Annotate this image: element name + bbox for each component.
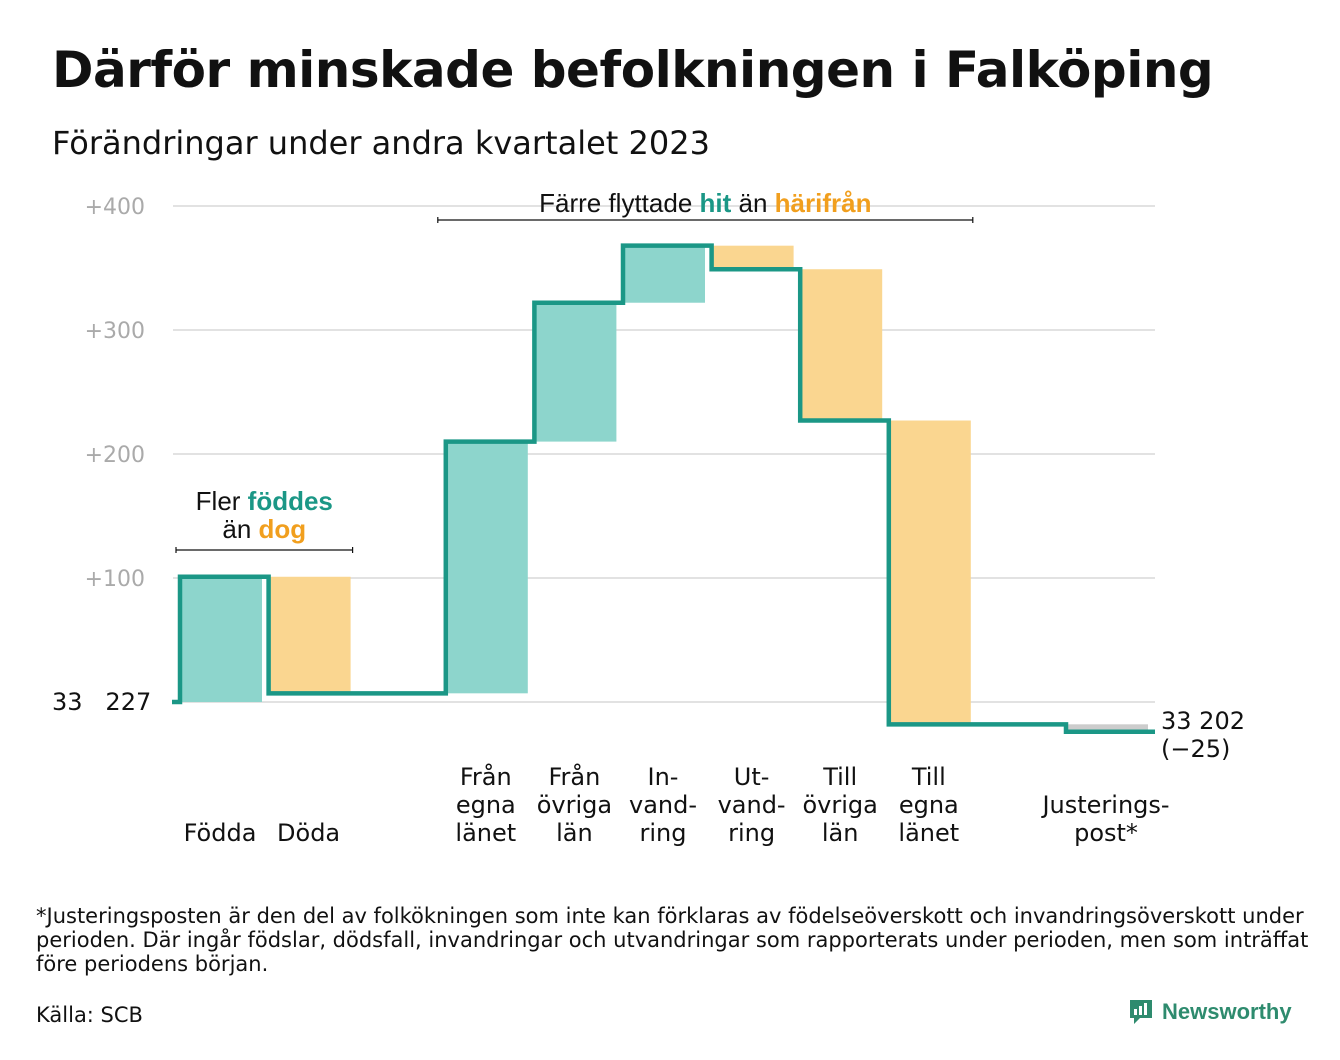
population-step-line <box>172 243 1155 735</box>
x-category-label: Ut-vand-ring <box>718 763 786 847</box>
x-category-label: Döda <box>277 819 340 847</box>
annotation-births-line1: Fler föddes <box>196 486 333 516</box>
waterfall-chart: +100 +200 +300 +400 Födda Döda Från egna länet Fr… <box>52 188 1245 847</box>
x-category-label: Till egna länet <box>898 763 959 847</box>
y-tick-label: +400 <box>85 195 145 220</box>
x-category-label: Justerings-post* <box>1040 791 1169 847</box>
annotation-births-line2: än dog <box>222 514 306 544</box>
waterfall-bar <box>1064 724 1148 732</box>
chart-subtitle: Förändringar under andra kvartalet 2023 <box>52 124 710 162</box>
waterfall-bar <box>886 420 971 725</box>
start-value-label: 33 227 <box>52 688 151 716</box>
y-tick-label: +300 <box>85 319 145 344</box>
waterfall-bar <box>532 302 617 442</box>
newsworthy-logo-icon <box>1130 1000 1152 1024</box>
y-tick-label: +100 <box>85 567 145 592</box>
waterfall-bar <box>798 269 883 421</box>
source-note: Källa: SCB <box>36 1003 143 1027</box>
footnote: *Justeringsposten är den del av folkökni… <box>36 904 1309 977</box>
end-value-label: 33 202 <box>1161 707 1245 735</box>
brand-name: Newsworthy <box>1162 999 1292 1024</box>
annotation-migration-text: Färre flyttade hit än härifrån <box>539 188 871 218</box>
x-category-label: In-vand-ring <box>629 763 697 847</box>
waterfall-bar <box>443 441 528 694</box>
waterfall-bar <box>266 576 351 694</box>
x-category-label: Från egna länet <box>455 762 516 847</box>
waterfall-bar <box>178 576 262 702</box>
x-category-label: Till övriga län <box>803 763 878 847</box>
waterfall-bar <box>621 245 705 303</box>
chart-title: Därför minskade befolkningen i Falköping <box>52 41 1214 99</box>
y-tick-label: +200 <box>85 443 145 468</box>
brand-logo: Newsworthy <box>1128 998 1292 1026</box>
x-category-label: Födda <box>184 819 257 847</box>
waterfall-bar <box>709 245 794 270</box>
x-category-label: Från övriga län <box>537 762 612 847</box>
end-change-label: (−25) <box>1161 735 1230 763</box>
